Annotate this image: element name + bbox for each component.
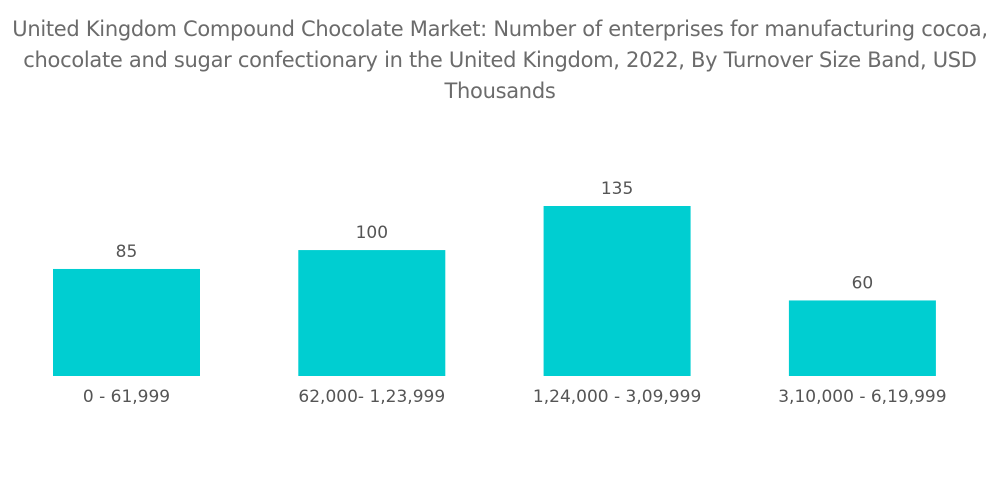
bar	[53, 268, 200, 376]
bar	[543, 206, 691, 376]
data-label: 85	[116, 242, 138, 262]
x-tick-label: 0 - 61,999	[83, 387, 170, 407]
chart-title: United Kingdom Compound Chocolate Market…	[12, 17, 988, 103]
x-tick-label: 3,10,000 - 6,19,999	[778, 387, 946, 407]
data-label: 100	[356, 223, 388, 243]
data-label: 60	[852, 273, 874, 293]
bar	[298, 250, 446, 376]
x-tick-label: 62,000- 1,23,999	[298, 387, 445, 407]
x-tick-label: 1,24,000 - 3,09,999	[533, 387, 701, 407]
data-label: 135	[601, 179, 633, 199]
bar	[788, 300, 936, 376]
